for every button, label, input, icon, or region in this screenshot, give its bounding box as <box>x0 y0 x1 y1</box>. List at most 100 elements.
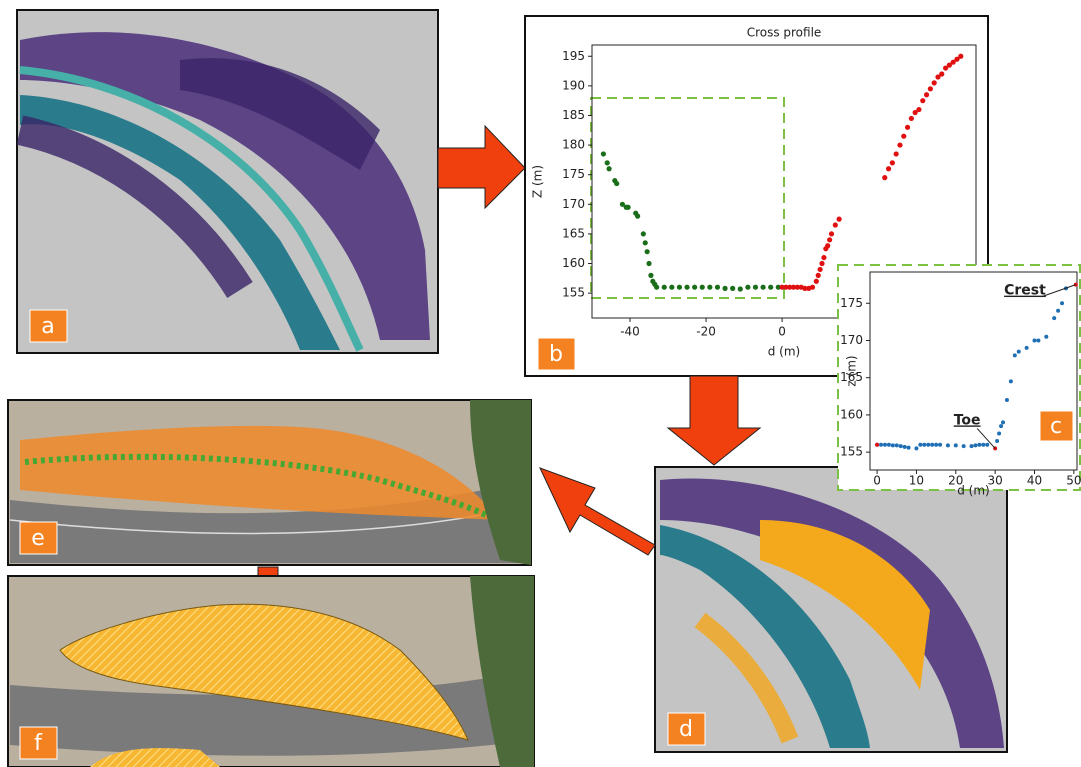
point <box>891 443 895 447</box>
point <box>814 279 819 284</box>
point <box>1005 398 1009 402</box>
point <box>997 432 1001 436</box>
annotation: Toe <box>954 412 981 428</box>
point <box>669 285 674 290</box>
point <box>641 231 646 236</box>
panel-label: c <box>1050 414 1062 439</box>
panel-d: d <box>655 467 1007 752</box>
point <box>601 151 606 156</box>
y-tick-label: 170 <box>562 197 585 211</box>
point <box>810 285 815 290</box>
point <box>1044 335 1048 339</box>
x-tick-label: 30 <box>988 473 1003 487</box>
point <box>605 160 610 165</box>
point <box>970 444 974 448</box>
point <box>920 98 925 103</box>
y-tick-label: 195 <box>562 49 585 63</box>
point <box>738 286 743 291</box>
point <box>816 273 821 278</box>
point <box>1001 420 1005 424</box>
point <box>938 443 942 447</box>
y-axis-label: Z (m) <box>531 165 545 198</box>
point <box>827 237 832 242</box>
arrow <box>540 468 655 555</box>
point <box>918 443 922 447</box>
point <box>886 166 891 171</box>
point <box>977 443 981 447</box>
point <box>1056 309 1060 313</box>
point <box>894 151 899 156</box>
arrow <box>668 376 760 465</box>
point <box>1060 301 1064 305</box>
annotation: Crest <box>1004 283 1046 299</box>
point <box>837 217 842 222</box>
panel-label: a <box>41 314 54 339</box>
point <box>875 443 879 447</box>
point <box>895 443 899 447</box>
panel-a: a <box>17 10 438 353</box>
y-tick-label: 155 <box>840 445 863 459</box>
point <box>924 92 929 97</box>
page: {"panels":["a","b","c","d","e","f"], "ch… <box>0 0 1081 767</box>
x-tick-label: 40 <box>1027 473 1042 487</box>
point <box>1025 346 1029 350</box>
y-tick-label: 190 <box>562 78 585 92</box>
y-tick-label: 160 <box>840 407 863 421</box>
point <box>730 286 735 291</box>
x-tick-label: 0 <box>778 324 786 338</box>
point <box>897 142 902 147</box>
point <box>926 443 930 447</box>
point <box>645 249 650 254</box>
point <box>932 80 937 85</box>
point <box>946 443 950 447</box>
y-tick-label: 165 <box>562 226 585 240</box>
x-tick-label: 50 <box>1066 473 1081 487</box>
y-tick-label: 180 <box>562 138 585 152</box>
point <box>1032 338 1036 342</box>
point <box>901 134 906 139</box>
point <box>646 261 651 266</box>
point <box>684 285 689 290</box>
x-axis-label: d (m) <box>768 344 800 358</box>
point <box>654 285 659 290</box>
point <box>981 443 985 447</box>
point <box>677 285 682 290</box>
point <box>1009 379 1013 383</box>
point <box>635 214 640 219</box>
point <box>753 285 758 290</box>
x-tick-label: -20 <box>696 324 716 338</box>
y-tick-label: 185 <box>562 108 585 122</box>
x-axis-label: d (m) <box>957 483 989 497</box>
point <box>883 443 887 447</box>
point <box>882 175 887 180</box>
point <box>692 285 697 290</box>
point <box>995 439 999 443</box>
point <box>707 285 712 290</box>
point <box>1036 338 1040 342</box>
panel-label: f <box>34 731 43 756</box>
point <box>905 125 910 130</box>
point <box>829 231 834 236</box>
point <box>939 71 944 76</box>
point <box>607 166 612 171</box>
point <box>890 160 895 165</box>
point <box>715 285 720 290</box>
panel-label: b <box>549 342 563 367</box>
point <box>907 446 911 450</box>
point <box>700 285 705 290</box>
y-axis-label: z (m) <box>845 355 859 386</box>
point <box>930 443 934 447</box>
point <box>899 444 903 448</box>
point <box>954 443 958 447</box>
point <box>821 255 826 260</box>
x-tick-label: 0 <box>873 473 881 487</box>
point <box>819 261 824 266</box>
panel-f: f <box>8 576 534 767</box>
point <box>626 205 631 210</box>
point <box>643 240 648 245</box>
point <box>818 267 823 272</box>
y-tick-label: 175 <box>562 167 585 181</box>
point <box>648 273 653 278</box>
point <box>745 285 750 290</box>
